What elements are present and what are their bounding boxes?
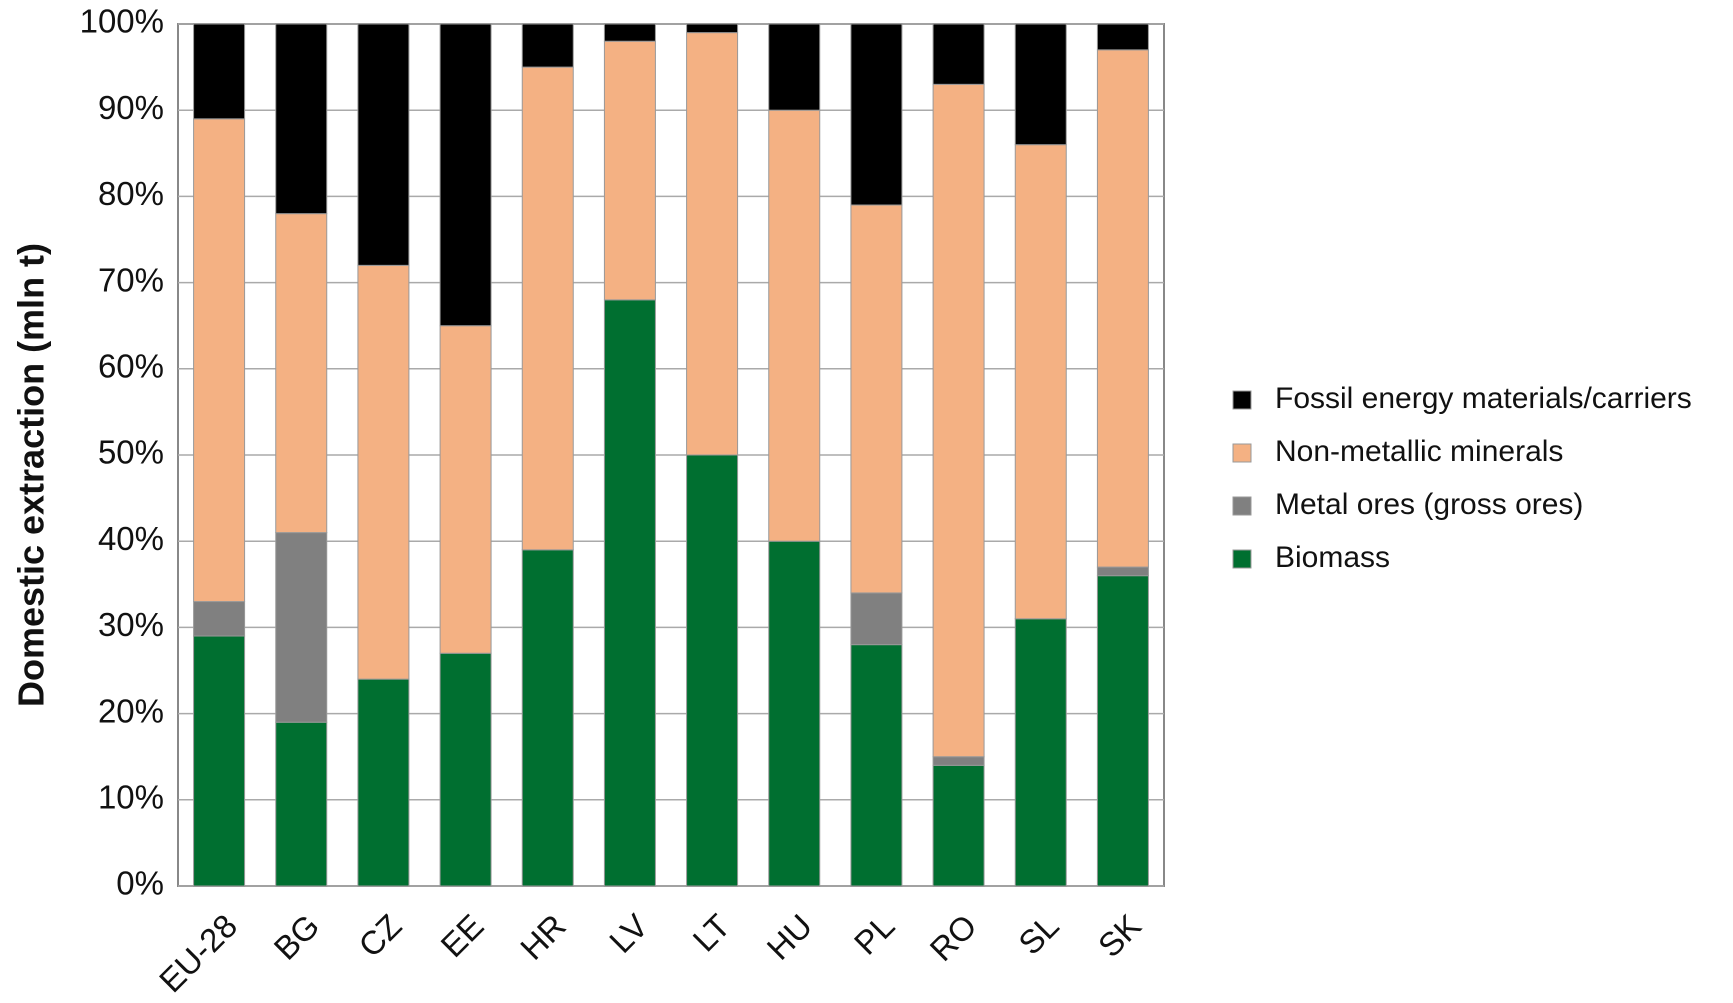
bar-segment [521,549,574,887]
bar-segment [193,118,246,603]
x-tick-label: CZ [351,907,408,964]
y-tick-label: 50% [98,434,164,471]
bar-segment [932,756,985,766]
bar-segment [193,635,246,887]
bar-segment [275,532,328,723]
y-tick-label: 100% [80,3,164,40]
y-tick-label: 20% [98,692,164,729]
bar-segment [686,23,739,34]
x-tick-label: LT [686,907,738,959]
x-tick-label: EE [433,907,490,964]
x-tick-label: HU [759,907,819,967]
bar-segment [357,678,410,887]
legend-swatch [1232,443,1252,463]
y-tick-label: 10% [98,779,164,816]
y-tick-label: 30% [98,606,164,643]
bar-segment [357,23,410,266]
x-tick-label: RO [923,907,984,968]
x-tick-label: SK [1091,907,1148,964]
y-tick-label: 0% [116,865,164,902]
bar-segment [768,540,821,887]
legend-label: Non-metallic minerals [1275,435,1563,468]
bar-segment [193,23,246,120]
bar-segment [932,23,985,85]
bar-segment [768,109,821,542]
bar-segment [932,764,985,887]
bar-segment [850,204,903,594]
x-tick-label: PL [847,907,902,962]
bar-segment [1014,144,1067,620]
legend-swatch [1232,549,1252,569]
bar-segment [275,213,328,534]
bar-segment [1096,566,1149,577]
bar-segment [603,299,656,887]
bar-segment [1014,618,1067,887]
bar-segment [439,23,492,327]
x-tick-label: SL [1011,907,1066,962]
bar-segment [850,644,903,887]
bar-segment [1014,23,1067,146]
bar-segment [686,454,739,887]
x-tick-label: EU-28 [152,907,244,999]
legend-label: Fossil energy materials/carriers [1275,382,1692,415]
bar-segment [521,66,574,551]
bar-segment [1096,23,1149,51]
bar-segment [357,264,410,680]
bar-segment [850,23,903,206]
bar-segment [1096,575,1149,887]
legend-label: Biomass [1275,541,1390,574]
y-tick-label: 60% [98,348,164,385]
bar-segment [521,23,574,68]
bar-segment [850,592,903,646]
y-tick-label: 90% [98,89,164,126]
legend-swatch [1232,390,1252,410]
bar-segment [193,601,246,637]
x-tick-label: HR [513,907,573,967]
bar-segment [439,325,492,654]
bar-segment [932,83,985,758]
bar-segment [603,23,656,42]
y-axis-label: Domestic extraction (mln t) [11,243,52,707]
y-tick-label: 40% [98,520,164,557]
bar-segment [275,23,328,215]
bar-segment [275,721,328,887]
y-tick-label: 70% [98,261,164,298]
bar-segment [439,652,492,887]
x-tick-label: BG [266,907,326,967]
x-tick-label: LV [602,907,655,960]
bar-segment [768,23,821,111]
legend-label: Metal ores (gross ores) [1275,488,1583,521]
bar-segment [1096,49,1149,568]
y-tick-label: 80% [98,175,164,212]
legend-swatch [1232,496,1252,516]
bar-segment [686,32,739,456]
bar-segment [603,40,656,301]
